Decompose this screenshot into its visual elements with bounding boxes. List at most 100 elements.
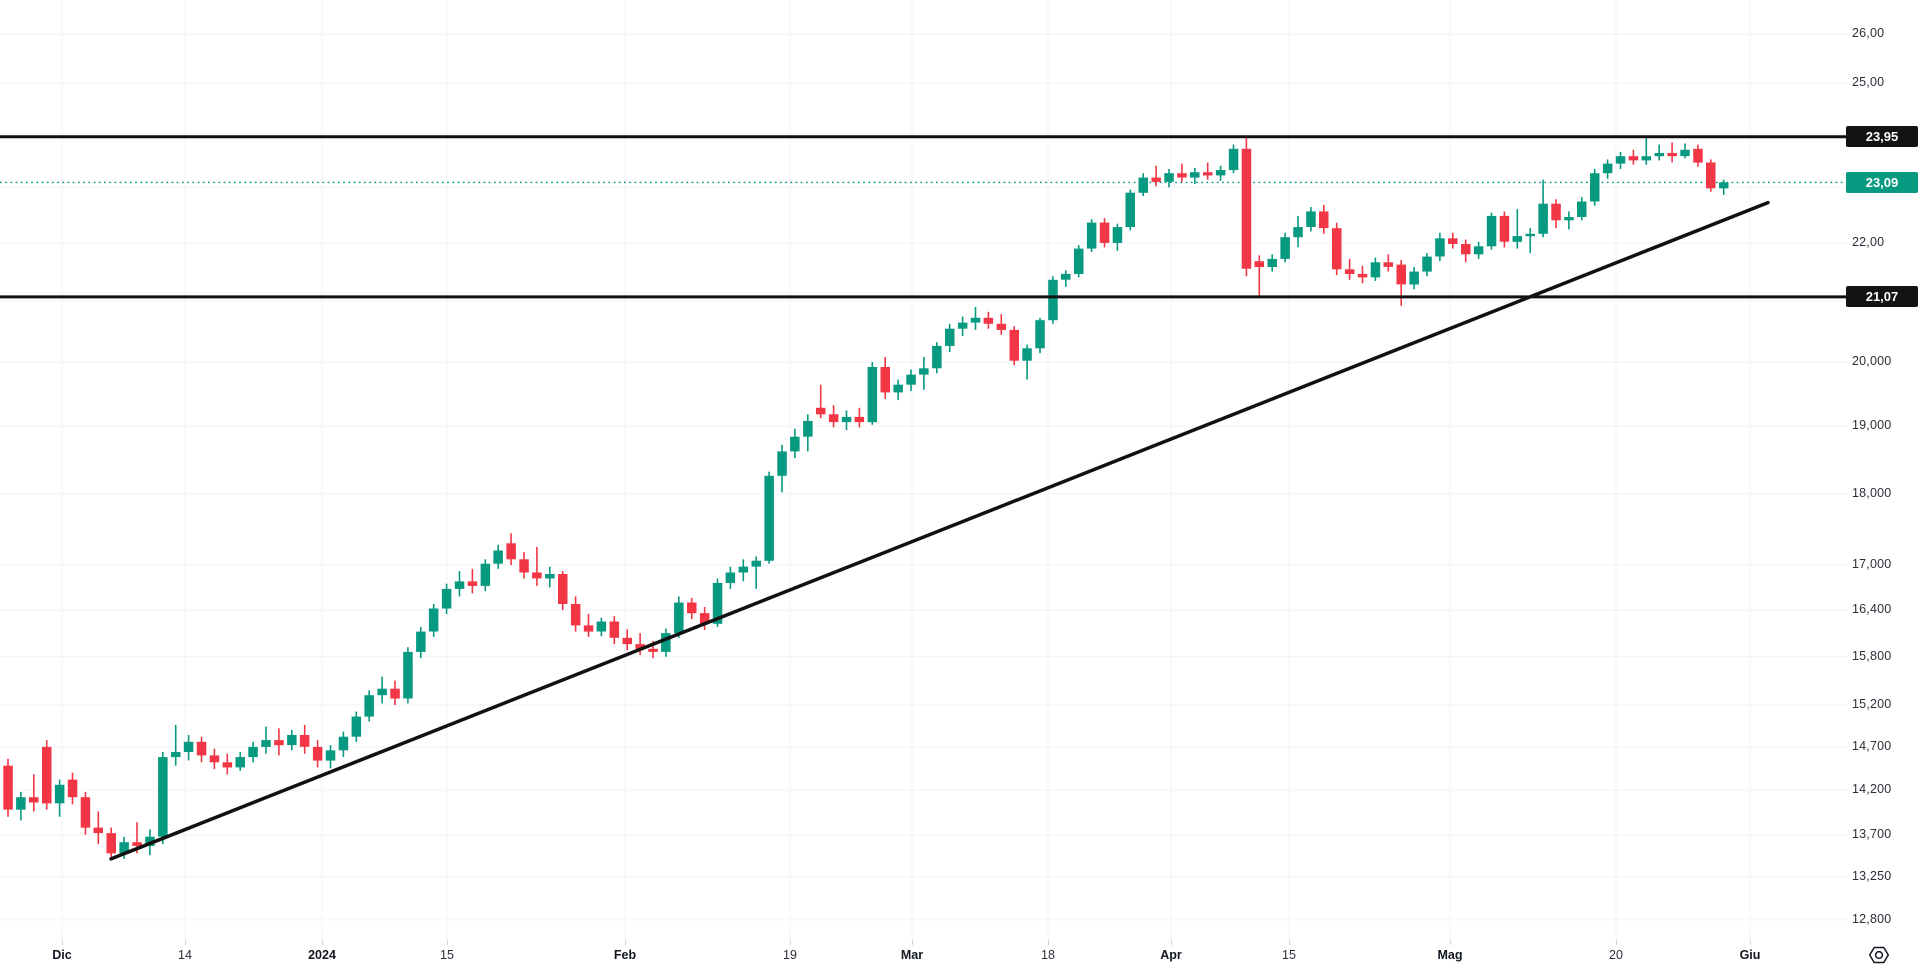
candle bbox=[454, 571, 465, 597]
candle bbox=[1409, 267, 1419, 290]
candle bbox=[635, 633, 645, 656]
candle bbox=[828, 405, 839, 428]
candle bbox=[957, 316, 968, 336]
time-axis-label: 19 bbox=[783, 948, 797, 962]
candle bbox=[106, 827, 116, 860]
candle bbox=[699, 607, 710, 630]
candle bbox=[519, 552, 529, 579]
candle bbox=[1512, 209, 1522, 249]
time-axis-tick bbox=[625, 940, 626, 945]
candle bbox=[416, 626, 426, 659]
candle bbox=[1396, 260, 1406, 306]
price-scale-settings-icon bbox=[1868, 946, 1890, 964]
candle bbox=[506, 533, 516, 566]
candle bbox=[1461, 239, 1471, 263]
candle bbox=[1473, 241, 1484, 259]
candle bbox=[725, 566, 736, 589]
candle bbox=[854, 407, 865, 428]
candle bbox=[1177, 163, 1187, 182]
time-axis-label: 14 bbox=[178, 948, 192, 962]
candle bbox=[196, 736, 207, 763]
time-axis-tick bbox=[1048, 940, 1049, 945]
candle bbox=[299, 724, 310, 754]
candle bbox=[338, 731, 349, 758]
axis-settings-button[interactable] bbox=[1866, 944, 1892, 966]
price-axis[interactable]: 26,00 25,00 22,00 20,000 19,000 18,000 17,000 1… bbox=[1848, 0, 1920, 940]
candle bbox=[80, 791, 91, 835]
candle bbox=[583, 613, 594, 637]
candle bbox=[803, 414, 813, 452]
candle bbox=[558, 571, 568, 611]
candle bbox=[596, 617, 607, 637]
candle bbox=[1590, 169, 1600, 206]
time-axis-label: Dic bbox=[52, 948, 72, 962]
candle bbox=[480, 559, 491, 592]
chart-plot-area[interactable] bbox=[0, 0, 1848, 940]
time-axis-label: Mag bbox=[1437, 948, 1463, 962]
time-axis-tick bbox=[1289, 940, 1290, 945]
candle bbox=[816, 384, 826, 419]
candle bbox=[1061, 270, 1071, 287]
candle bbox=[1293, 215, 1303, 248]
candle bbox=[29, 774, 39, 812]
candle bbox=[841, 410, 852, 431]
candle bbox=[996, 314, 1007, 335]
candle bbox=[1602, 159, 1613, 179]
candle bbox=[1654, 144, 1664, 161]
time-axis-label: 18 bbox=[1041, 948, 1055, 962]
candle bbox=[1615, 151, 1626, 169]
candle bbox=[467, 568, 478, 594]
candle bbox=[364, 690, 374, 722]
candle bbox=[1254, 255, 1264, 298]
candle bbox=[1164, 169, 1174, 188]
candle bbox=[893, 379, 903, 401]
time-axis-tick bbox=[912, 940, 913, 945]
time-axis-label: Apr bbox=[1160, 948, 1182, 962]
time-axis[interactable]: Dic 14 2024 15 Feb 19 Mar 18 Apr 15 Mag 20 Giu bbox=[0, 940, 1920, 970]
candle bbox=[54, 779, 65, 817]
price-axis-label: 26,00 bbox=[1852, 26, 1885, 41]
time-axis-tick bbox=[1616, 940, 1617, 945]
candlestick-chart[interactable] bbox=[0, 0, 1848, 940]
candle bbox=[1525, 228, 1535, 254]
support-price-value: 21,07 bbox=[1865, 289, 1899, 305]
candle bbox=[1022, 344, 1032, 380]
price-axis-label: 19,000 bbox=[1852, 418, 1892, 433]
candle bbox=[1125, 189, 1135, 231]
candle bbox=[687, 597, 697, 620]
candle bbox=[661, 628, 671, 657]
candle bbox=[1486, 212, 1497, 250]
price-axis-label: 22,00 bbox=[1852, 234, 1885, 249]
time-axis-label: 20 bbox=[1609, 948, 1623, 962]
candle bbox=[790, 428, 800, 459]
price-axis-label: 16,400 bbox=[1852, 602, 1892, 617]
candle bbox=[1190, 167, 1200, 184]
candle bbox=[209, 748, 220, 770]
trendline[interactable] bbox=[109, 200, 1770, 861]
candle bbox=[67, 772, 78, 805]
candle bbox=[1370, 257, 1381, 281]
time-axis-tick bbox=[185, 940, 186, 945]
resistance-price-value: 23,95 bbox=[1865, 129, 1899, 145]
time-axis-label: 15 bbox=[1282, 948, 1296, 962]
time-axis-tick bbox=[62, 940, 63, 945]
candle bbox=[609, 616, 620, 645]
candle bbox=[493, 544, 503, 569]
candle bbox=[248, 741, 258, 763]
candle bbox=[1719, 179, 1729, 195]
candle bbox=[906, 369, 916, 392]
candle bbox=[42, 740, 52, 810]
candle bbox=[1577, 197, 1587, 221]
candle bbox=[570, 596, 581, 632]
candle bbox=[325, 745, 336, 769]
time-axis-tick bbox=[322, 940, 323, 945]
candle bbox=[1499, 211, 1510, 248]
time-axis-label: 15 bbox=[440, 948, 454, 962]
candle bbox=[1009, 326, 1019, 366]
candle bbox=[1357, 265, 1368, 284]
candle bbox=[1138, 173, 1148, 196]
time-axis-label: Feb bbox=[613, 948, 637, 962]
candle bbox=[738, 559, 749, 582]
price-axis-label: 17,000 bbox=[1852, 557, 1892, 572]
